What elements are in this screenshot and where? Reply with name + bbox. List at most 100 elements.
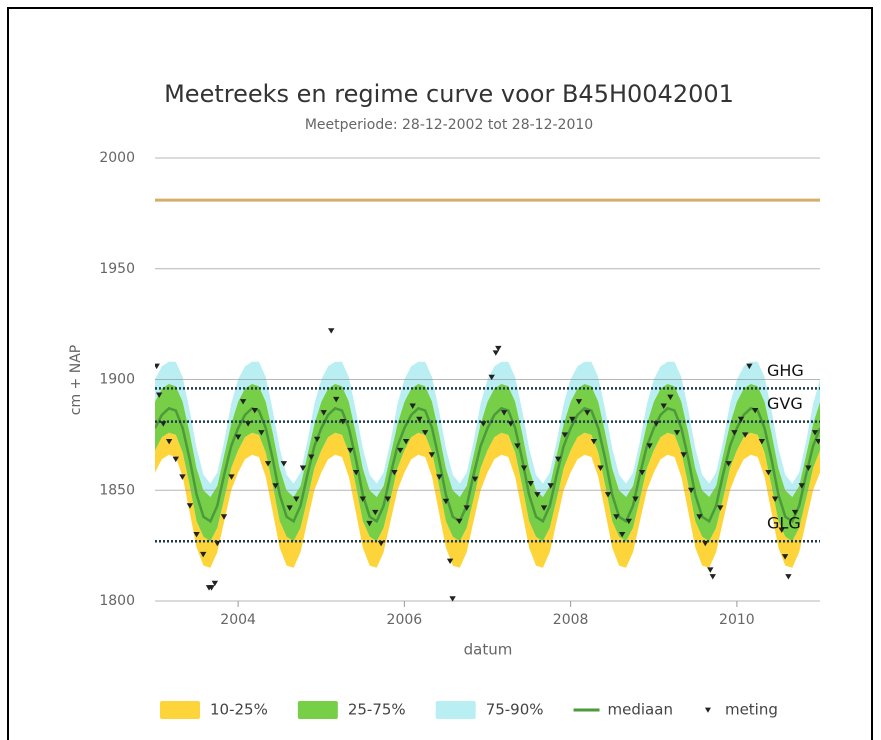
- measurement-point: [758, 438, 766, 445]
- measurement-point: [798, 483, 805, 489]
- measurement-point: [540, 505, 548, 511]
- measurement-point: [421, 430, 429, 436]
- measurement-point: [547, 483, 554, 489]
- measurement-point: [384, 496, 391, 502]
- measurement-point: [618, 531, 626, 538]
- measurement-point: [234, 434, 242, 440]
- x-tick-label: 2006: [387, 612, 423, 628]
- measurement-point: [239, 399, 247, 405]
- measurement-point: [646, 443, 653, 449]
- measurement-point: [805, 465, 812, 471]
- band-area: [155, 383, 820, 542]
- measurement-point: [638, 469, 646, 476]
- measurement-point: [709, 574, 716, 580]
- legend-swatch: [160, 701, 200, 719]
- measurement-point: [680, 452, 687, 458]
- legend-swatch: [704, 707, 711, 713]
- measurement-point: [409, 403, 416, 409]
- measurement-point: [416, 416, 423, 423]
- measurement-point: [480, 421, 487, 427]
- measurement-point: [313, 436, 321, 443]
- measurement-point: [751, 407, 759, 414]
- measurement-point: [179, 474, 186, 480]
- measurement-point: [717, 505, 724, 511]
- measurement-point: [251, 407, 258, 414]
- measurement-point: [308, 454, 315, 460]
- measurement-point: [811, 430, 819, 436]
- measurement-point: [286, 505, 293, 511]
- measurement-point: [200, 551, 207, 558]
- measurement-point: [328, 328, 335, 334]
- measurement-point: [214, 540, 221, 547]
- measurement-point: [359, 496, 367, 502]
- y-tick-label: 1850: [99, 482, 135, 498]
- measurement-point: [778, 527, 785, 533]
- measurement-point: [520, 465, 528, 471]
- measurement-point: [258, 430, 265, 436]
- measurement-point: [220, 514, 228, 520]
- x-axis-label: datum: [464, 641, 513, 659]
- measurement-point: [534, 492, 541, 498]
- measurement-point: [347, 447, 354, 454]
- measurement-point: [696, 514, 703, 520]
- y-tick-label: 1800: [99, 593, 135, 609]
- measurement-point: [725, 461, 732, 467]
- measurement-point: [625, 518, 633, 525]
- measurement-point: [575, 399, 583, 405]
- measurement-point: [590, 438, 598, 445]
- legend-label: 10-25%: [210, 701, 268, 719]
- plot-area: [155, 157, 820, 602]
- y-tick-label: 1950: [99, 261, 135, 277]
- measurement-point: [687, 487, 695, 494]
- x-tick-label: 2004: [220, 612, 256, 628]
- measurement-point: [702, 540, 709, 547]
- measurement-point: [272, 483, 279, 489]
- measurement-point: [604, 492, 612, 498]
- measurement-point: [488, 374, 495, 381]
- chart-title: Meetreeks en regime curve voor B45H00420…: [164, 80, 734, 108]
- frame: [7, 7, 873, 740]
- measurement-point: [264, 461, 272, 467]
- measurement-point: [492, 350, 500, 356]
- measurement-point: [160, 421, 167, 427]
- overlay: 1800 1850 1900 1950 2000 2004 2006 2008 2010 GHG G…: [99, 150, 804, 719]
- measurement-point: [613, 514, 620, 520]
- measurement-point: [737, 416, 745, 423]
- measurement-point: [746, 363, 753, 370]
- measurement-point: [449, 596, 456, 602]
- measurement-point: [155, 363, 160, 370]
- measurement-point: [155, 392, 163, 398]
- y-tick-label: 2000: [99, 150, 135, 166]
- measurement-point: [673, 430, 681, 436]
- legend-label: meting: [725, 701, 778, 719]
- measurement-point: [299, 465, 307, 471]
- measurement-point: [785, 574, 792, 580]
- measurement-point: [186, 503, 194, 509]
- measurement-point: [320, 410, 327, 416]
- measurement-point: [456, 518, 463, 525]
- reference-label: GLG: [767, 514, 801, 533]
- measurement-point: [660, 403, 667, 409]
- measurement-point: [765, 469, 772, 476]
- measurement-point: [791, 509, 799, 516]
- measurement-point: [391, 469, 398, 476]
- measurement-point: [667, 394, 674, 401]
- x-tick-label: 2008: [553, 612, 589, 628]
- measurement-point: [402, 438, 410, 445]
- measurement-point: [781, 554, 789, 560]
- reference-label: GVG: [767, 394, 803, 413]
- measurement-point: [741, 432, 749, 438]
- measurement-point: [471, 476, 479, 483]
- measurement-point: [463, 505, 470, 511]
- median-line: [155, 406, 820, 524]
- measurement-point: [597, 465, 604, 471]
- measurement-point: [569, 416, 576, 423]
- measurement-point: [707, 567, 714, 573]
- measurement-point: [228, 474, 235, 480]
- measurement-point: [632, 496, 639, 502]
- measurement-point: [333, 396, 340, 403]
- measurement-point: [436, 474, 443, 480]
- legend-label: 75-90%: [486, 701, 544, 719]
- measurement-point: [446, 558, 454, 565]
- measurement-point: [165, 438, 173, 445]
